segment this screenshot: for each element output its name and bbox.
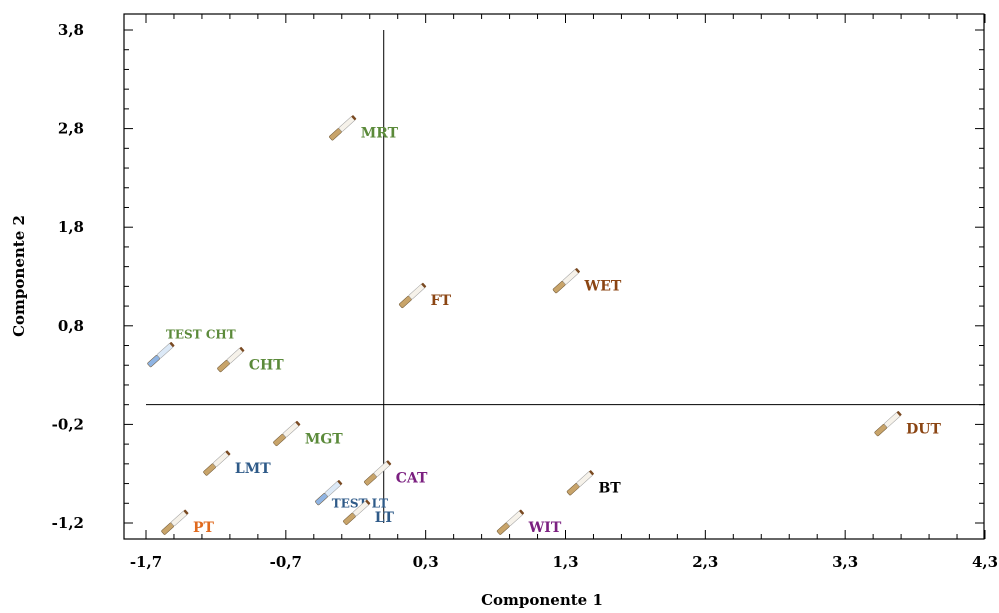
point-label: TEST CHT bbox=[166, 327, 236, 341]
cigarette-icon bbox=[364, 460, 392, 486]
cigarette-icon bbox=[398, 282, 427, 309]
x-tick-label: 2,3 bbox=[692, 553, 718, 571]
point-label: DUT bbox=[906, 421, 941, 437]
point-label: PT bbox=[193, 520, 215, 536]
data-points: MRT FT WET TEST CHT CHT MGT DUT CAT LMT BT TEST LT… bbox=[147, 115, 941, 536]
point-label: TEST LT bbox=[332, 496, 388, 510]
data-point bbox=[217, 346, 245, 373]
point-label: FT bbox=[431, 293, 452, 309]
point-label: MGT bbox=[305, 431, 343, 447]
y-tick-label: 3,8 bbox=[58, 21, 84, 39]
point-label: WET bbox=[584, 278, 622, 294]
plot-frame bbox=[123, 13, 985, 540]
tick-labels: -1,7 -0,7 0,3 1,3 2,3 3,3 4,3 3,8 2,8 1,8 0,8 -0,2 -… bbox=[52, 21, 998, 571]
y-tick-label: 0,8 bbox=[58, 317, 84, 335]
data-point bbox=[364, 460, 392, 486]
cigarette-icon bbox=[329, 115, 357, 141]
data-point bbox=[343, 499, 371, 525]
x-tick-label: 1,3 bbox=[552, 553, 578, 571]
x-tick-label: -1,7 bbox=[130, 553, 162, 571]
point-label: LMT bbox=[235, 461, 271, 477]
x-tick-label: 3,3 bbox=[832, 553, 858, 571]
data-point bbox=[273, 420, 301, 447]
x-tick-label: -0,7 bbox=[270, 553, 302, 571]
cigarette-icon bbox=[217, 346, 245, 373]
point-label: MRT bbox=[361, 126, 399, 142]
x-tick-label: 4,3 bbox=[972, 553, 998, 571]
cigarette-icon bbox=[273, 420, 301, 447]
cigarette-icon bbox=[161, 509, 189, 535]
data-point bbox=[496, 509, 525, 535]
cigarette-icon bbox=[552, 268, 580, 294]
y-tick-label: -0,2 bbox=[52, 415, 84, 433]
cigarette-icon bbox=[343, 499, 371, 525]
point-label: CAT bbox=[396, 471, 428, 487]
y-tick-label: 1,8 bbox=[58, 218, 84, 236]
data-point bbox=[315, 480, 343, 506]
data-point bbox=[552, 268, 580, 294]
x-tick-label: 0,3 bbox=[413, 553, 439, 571]
point-label: CHT bbox=[249, 357, 284, 373]
data-point bbox=[203, 450, 231, 476]
cigarette-icon bbox=[566, 470, 594, 496]
y-axis-title: Componente 2 bbox=[10, 215, 28, 337]
point-label: WIT bbox=[528, 520, 562, 536]
reference-lines bbox=[146, 30, 985, 523]
cigarette-icon bbox=[147, 341, 175, 368]
cigarette-icon bbox=[315, 480, 343, 506]
cigarette-icon bbox=[203, 450, 231, 476]
y-tick-label: 2,8 bbox=[58, 120, 84, 138]
data-point bbox=[329, 115, 357, 141]
data-point bbox=[147, 341, 175, 368]
cigarette-icon bbox=[496, 509, 525, 535]
cigarette-icon bbox=[874, 411, 902, 437]
data-point bbox=[566, 470, 594, 496]
point-label: LT bbox=[375, 510, 395, 526]
data-point bbox=[874, 411, 902, 437]
y-tick-label: -1,2 bbox=[52, 514, 84, 532]
data-point bbox=[161, 509, 189, 535]
data-point bbox=[398, 282, 427, 309]
point-label: BT bbox=[598, 481, 621, 497]
x-axis-title: Componente 1 bbox=[481, 591, 603, 609]
